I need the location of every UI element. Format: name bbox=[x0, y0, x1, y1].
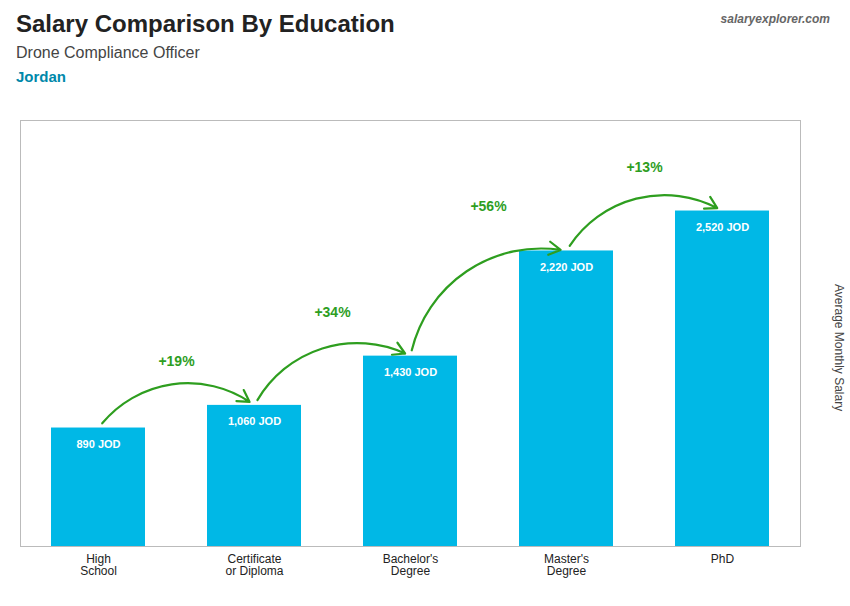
svg-text:+19%: +19% bbox=[158, 353, 195, 369]
html-text:salaryexplorer.com: salaryexplorer.com bbox=[720, 12, 830, 26]
svg-text:890 JOD: 890 JOD bbox=[76, 438, 120, 450]
svg-text:HighSchool: HighSchool bbox=[80, 552, 117, 578]
svg-text:+56%: +56% bbox=[470, 198, 507, 214]
html-text:Jordan: Jordan bbox=[16, 68, 66, 85]
svg-text:PhD: PhD bbox=[711, 552, 735, 566]
svg-text:1,430 JOD: 1,430 JOD bbox=[384, 366, 437, 378]
svg-text:Bachelor'sDegree: Bachelor'sDegree bbox=[383, 552, 439, 578]
svg-text:+34%: +34% bbox=[314, 304, 351, 320]
html-text:Average Monthly Salary: Average Monthly Salary bbox=[832, 284, 846, 412]
svg-text:1,060 JOD: 1,060 JOD bbox=[228, 415, 281, 427]
svg-text:2,220 JOD: 2,220 JOD bbox=[540, 261, 593, 273]
svg-text:Master'sDegree: Master'sDegree bbox=[544, 552, 589, 578]
svg-text:+13%: +13% bbox=[626, 159, 663, 175]
svg-text:2,520 JOD: 2,520 JOD bbox=[696, 221, 749, 233]
svg-text:Certificateor Diploma: Certificateor Diploma bbox=[225, 552, 283, 578]
html-text:Drone Compliance Officer: Drone Compliance Officer bbox=[16, 44, 200, 61]
html-text:Salary Comparison By Education: Salary Comparison By Education bbox=[16, 10, 395, 37]
